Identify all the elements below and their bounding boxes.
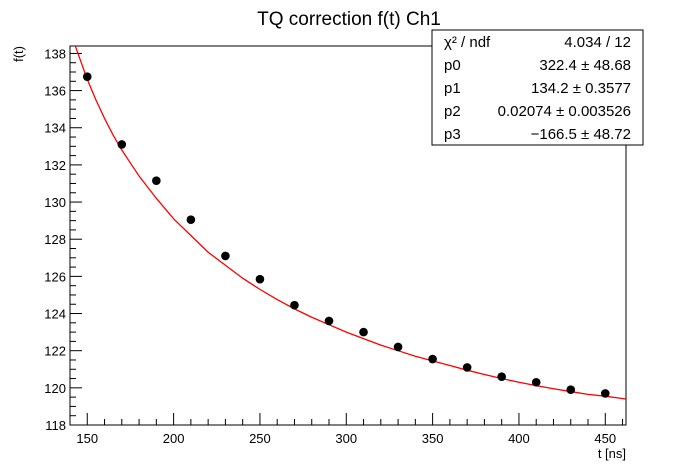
y-tick-label: 132	[44, 158, 66, 173]
data-point	[324, 316, 334, 326]
x-tick-label: 250	[249, 431, 271, 446]
data-point	[117, 140, 127, 149]
data-point	[359, 327, 368, 337]
x-tick-label: 450	[594, 431, 616, 446]
y-tick-label: 126	[44, 269, 66, 284]
data-point	[393, 342, 403, 352]
data-point	[566, 385, 576, 395]
y-tick-label: 128	[44, 232, 66, 247]
stat-label: χ² / ndf	[444, 34, 491, 51]
data-point	[531, 377, 541, 387]
data-point	[497, 372, 506, 381]
y-tick-label: 120	[44, 381, 66, 396]
chart-title: TQ correction f(t) Ch1	[257, 9, 441, 30]
y-axis: 118 120 122 124 126 128 130 132 134 136 138	[44, 46, 82, 433]
plot-frame	[69, 45, 627, 426]
stats-box-frame	[431, 29, 644, 146]
y-tick-label: 134	[44, 121, 66, 136]
x-tick-label: 350	[422, 431, 444, 446]
stat-label: p1	[444, 80, 461, 97]
stats-box: χ² / ndf 4.034 / 12 p0 322.4 ± 48.68 p1 134.2…	[431, 29, 644, 146]
x-tick-label: 200	[163, 431, 185, 446]
data-point	[600, 389, 610, 398]
data-points	[82, 72, 610, 398]
data-point	[152, 176, 161, 185]
y-tick-label: 136	[44, 84, 66, 99]
x-axis-label: t [ns]	[598, 446, 626, 461]
stat-value: 4.034 / 12	[564, 34, 631, 51]
y-tick-label: 138	[44, 46, 66, 61]
x-tick-label: 300	[335, 431, 357, 446]
x-axis: 150 200 250 300 350 400 450	[69, 413, 624, 446]
y-tick-label: 130	[44, 195, 66, 210]
stat-value: 0.02074 ± 0.003526	[498, 103, 631, 120]
stat-label: p0	[444, 57, 461, 74]
data-point	[462, 363, 472, 372]
y-tick-label: 118	[45, 418, 66, 433]
stat-label: p3	[444, 126, 461, 143]
x-tick-label: 400	[508, 431, 530, 446]
stat-value: −166.5 ± 48.72	[531, 126, 631, 143]
y-axis-label: f(t)	[11, 46, 26, 62]
data-point	[82, 72, 92, 81]
x-tick-label: 150	[76, 431, 98, 446]
stat-value: 322.4 ± 48.68	[539, 57, 631, 74]
data-point	[221, 251, 230, 261]
stat-value: 134.2 ± 0.3577	[531, 80, 631, 97]
y-tick-label: 124	[44, 307, 66, 322]
data-point	[186, 215, 196, 225]
data-point	[290, 300, 299, 310]
stat-label: p2	[444, 103, 461, 120]
data-point	[255, 274, 265, 284]
y-tick-label: 122	[44, 344, 66, 359]
data-point	[428, 354, 437, 364]
